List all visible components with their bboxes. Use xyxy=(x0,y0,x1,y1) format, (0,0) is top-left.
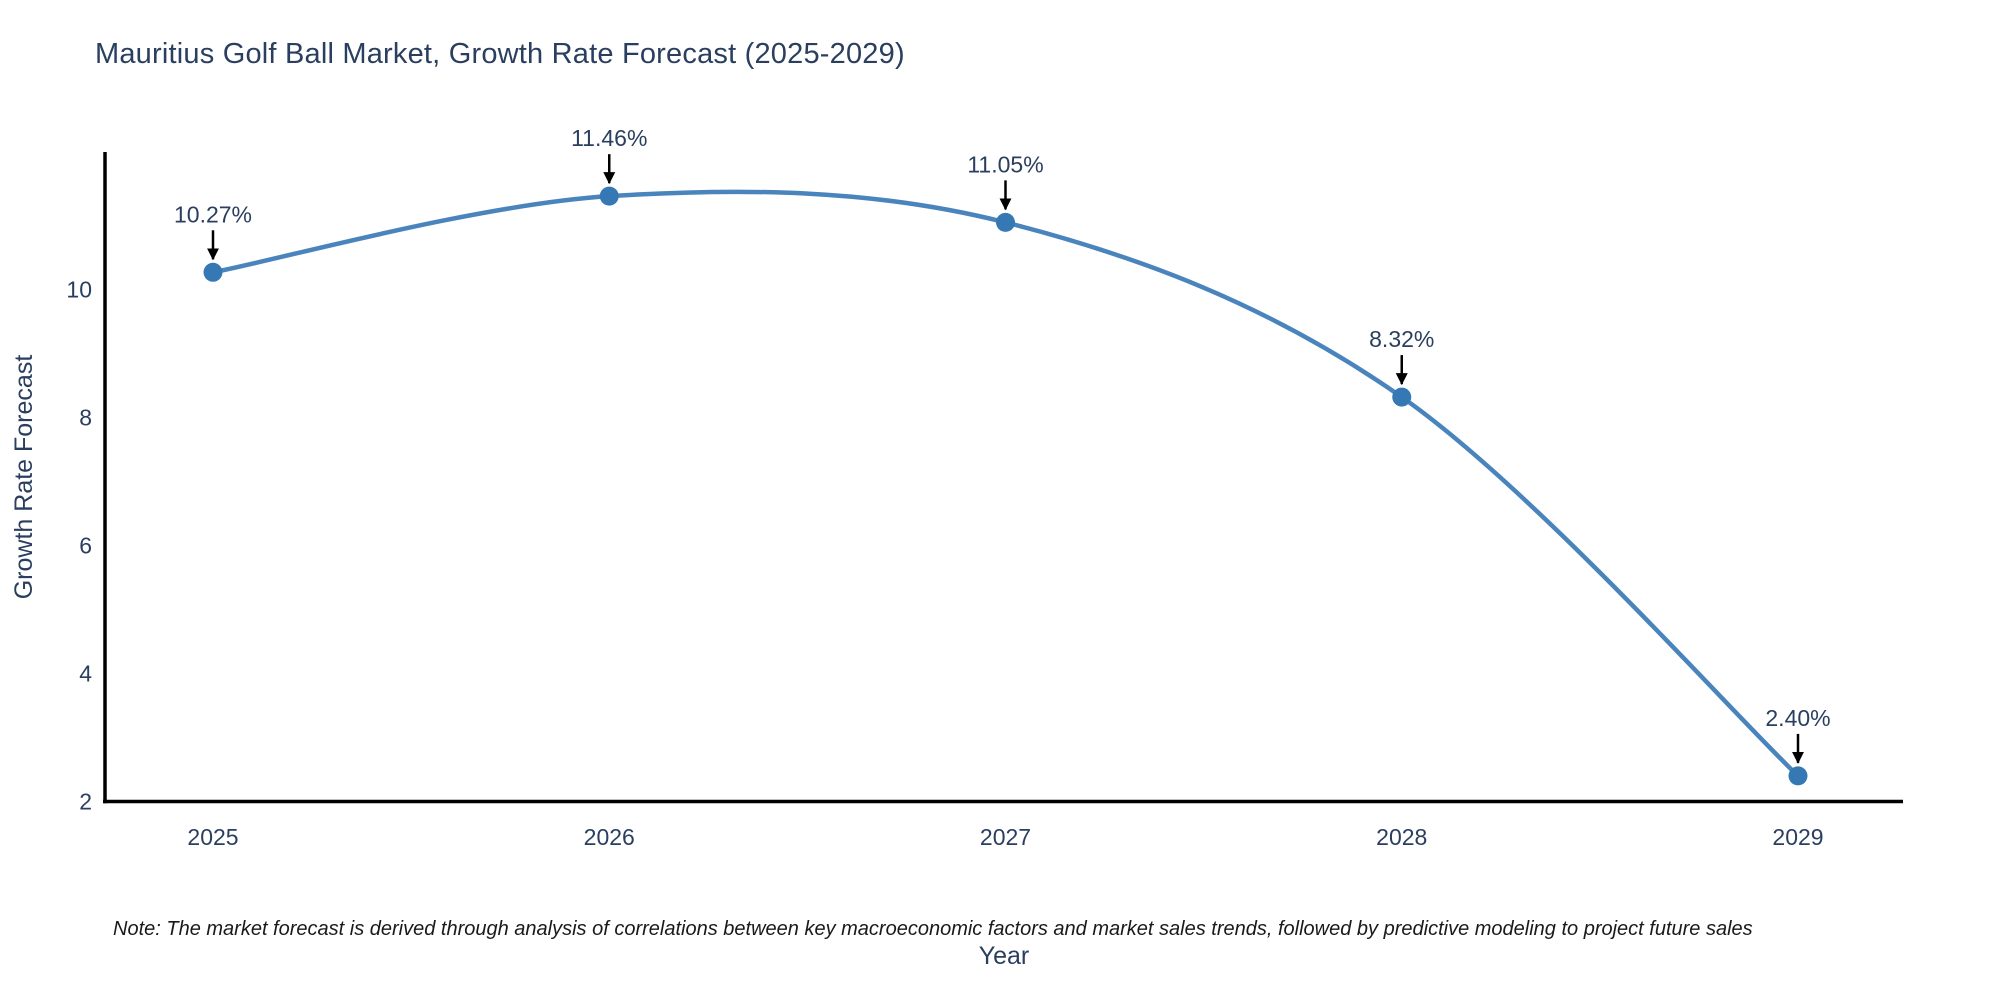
annotations: 10.27% 11.46% 11.05% 8.32% 2.40% xyxy=(174,125,1831,764)
footnote: Note: The market forecast is derived thr… xyxy=(113,918,1753,940)
x-tick-label: 2027 xyxy=(980,824,1031,850)
data-series xyxy=(203,186,1808,786)
x-axis-title: Year xyxy=(979,942,1030,970)
data-point-marker xyxy=(1392,387,1412,407)
x-tick-label: 2025 xyxy=(187,824,238,850)
data-point-marker xyxy=(996,212,1015,232)
annotation-label: 8.32% xyxy=(1369,326,1434,352)
chart-title: Mauritius Golf Ball Market, Growth Rate … xyxy=(95,38,905,70)
x-tick-label: 2028 xyxy=(1376,824,1427,850)
data-point-marker xyxy=(203,262,223,282)
annotation-label: 10.27% xyxy=(174,201,252,227)
y-tick-label: 2 xyxy=(79,789,92,815)
tick-labels: 2 4 6 8 10 2025 2026 2027 2028 2029 xyxy=(66,277,1823,850)
data-point-marker xyxy=(599,186,619,206)
y-tick-label: 8 xyxy=(79,405,92,431)
trend-line xyxy=(210,189,1801,779)
data-point-marker xyxy=(1788,766,1808,786)
x-tick-label: 2029 xyxy=(1772,824,1823,850)
y-axis-title: Growth Rate Forecast xyxy=(10,355,38,600)
y-tick-label: 6 xyxy=(79,533,92,559)
y-tick-label: 10 xyxy=(66,277,92,303)
annotation-label: 11.46% xyxy=(571,125,647,151)
x-tick-label: 2026 xyxy=(584,824,635,850)
y-tick-label: 4 xyxy=(79,661,92,687)
annotation-label: 11.05% xyxy=(967,151,1043,177)
axes xyxy=(103,152,1903,804)
annotation-label: 2.40% xyxy=(1765,705,1830,731)
